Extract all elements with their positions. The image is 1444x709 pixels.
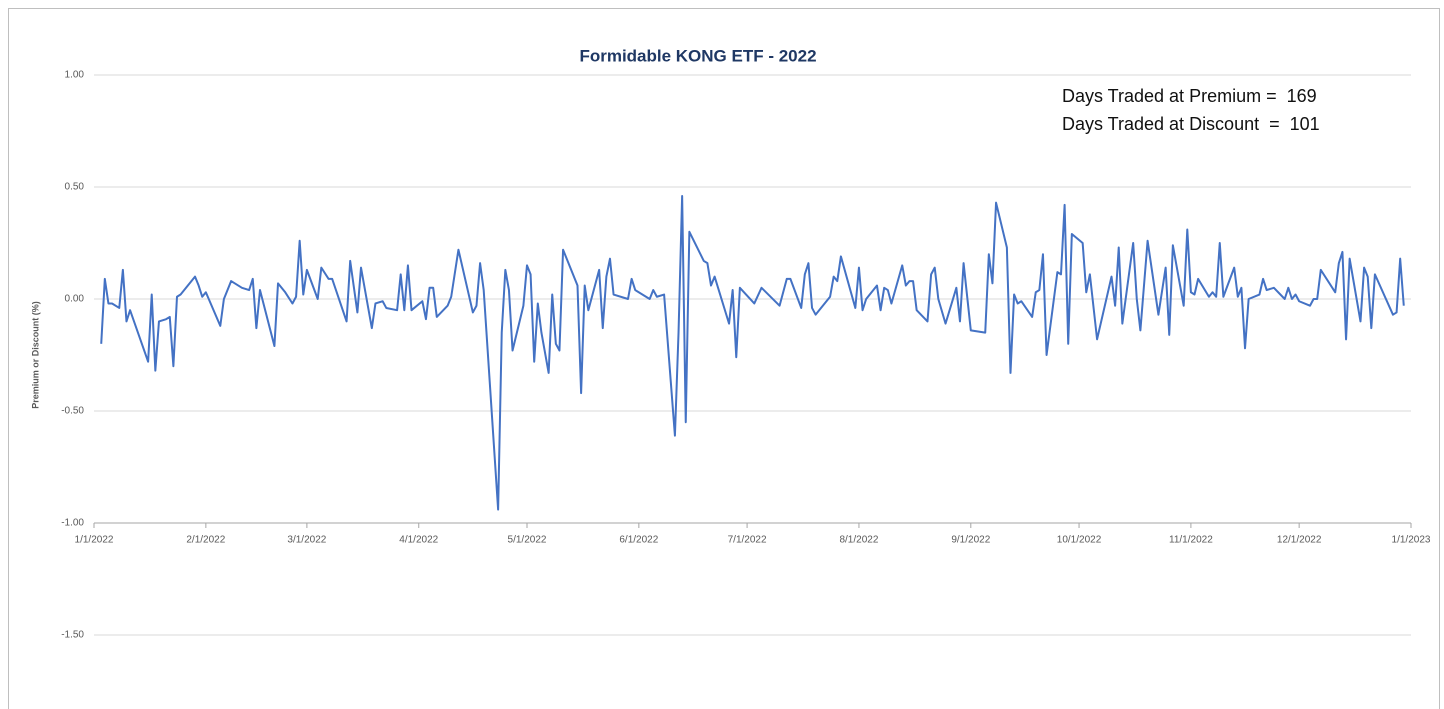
chart-frame <box>8 8 1440 709</box>
x-tick-label: 1/1/2023 <box>1392 535 1431 546</box>
y-axis-label: Premium or Discount (%) <box>30 301 40 409</box>
x-tick-label: 3/1/2022 <box>287 535 326 546</box>
y-tick-label: 1.00 <box>65 70 85 81</box>
x-tick-label: 4/1/2022 <box>399 535 438 546</box>
annotation: Days Traded at Premium = 169 <box>1062 86 1317 106</box>
data-line <box>100 194 1405 511</box>
x-tick-label: 12/1/2022 <box>1277 535 1322 546</box>
chart-title: Formidable KONG ETF - 2022 <box>579 46 816 65</box>
y-tick-label: -1.50 <box>61 630 84 641</box>
x-tick-label: 9/1/2022 <box>951 535 990 546</box>
x-tick-label: 5/1/2022 <box>508 535 547 546</box>
x-tick-label: 10/1/2022 <box>1057 535 1102 546</box>
annotation: Days Traded at Discount = 101 <box>1062 114 1320 134</box>
y-tick-label: 0.50 <box>65 182 85 193</box>
x-tick-label: 7/1/2022 <box>728 535 767 546</box>
x-tick-label: 2/1/2022 <box>186 535 225 546</box>
x-tick-label: 1/1/2022 <box>75 535 114 546</box>
y-tick-label: -1.00 <box>61 518 84 529</box>
y-tick-label: 0.00 <box>65 294 85 305</box>
x-tick-label: 8/1/2022 <box>839 535 878 546</box>
x-tick-label: 11/1/2022 <box>1169 535 1213 546</box>
x-tick-label: 6/1/2022 <box>619 535 658 546</box>
y-tick-label: -0.50 <box>61 406 84 417</box>
